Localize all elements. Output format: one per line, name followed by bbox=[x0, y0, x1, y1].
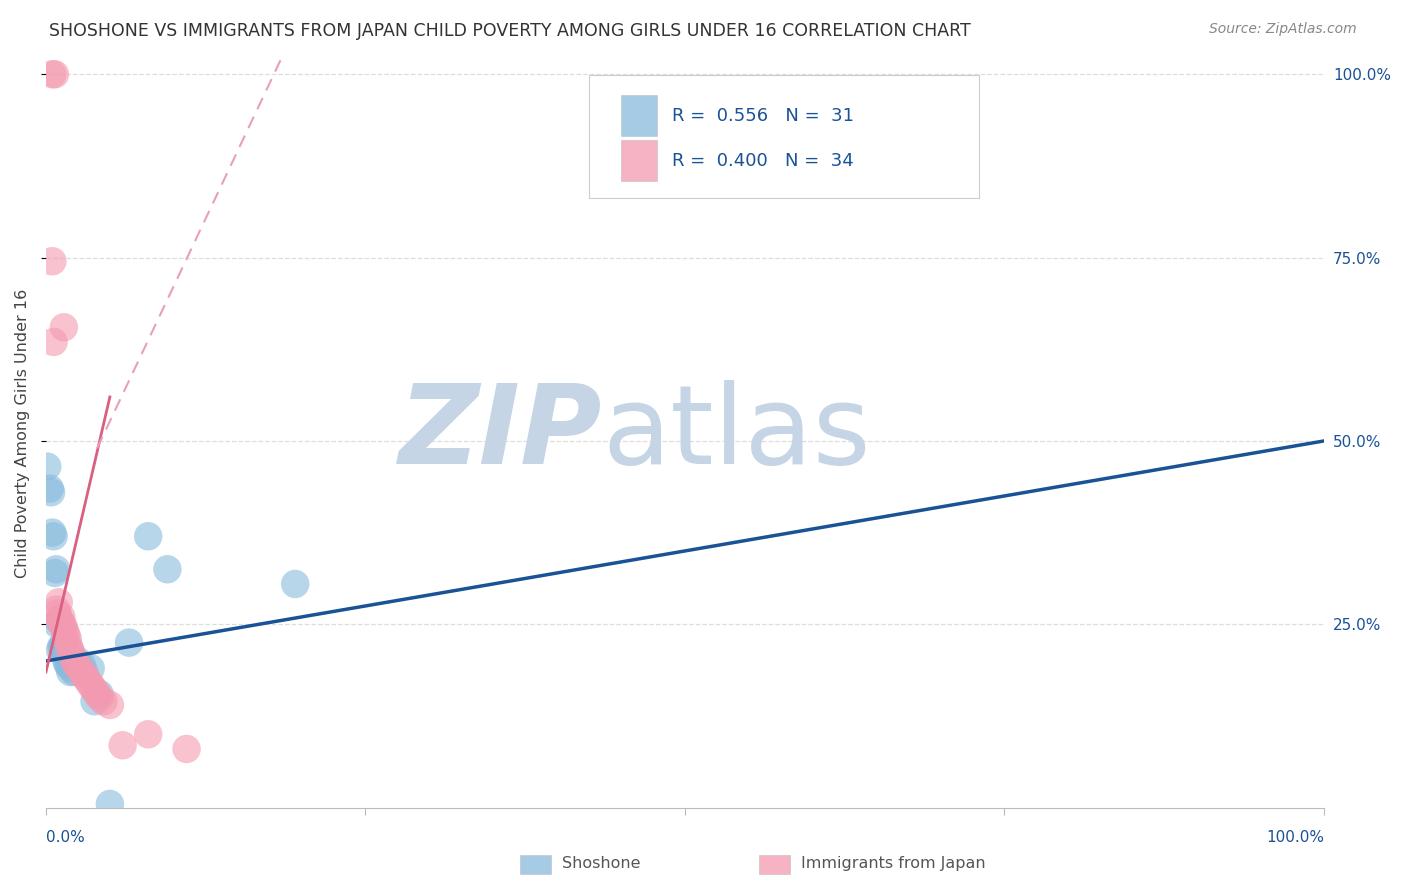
Point bbox=[42, 529, 65, 543]
Point bbox=[46, 607, 69, 621]
Point bbox=[38, 482, 60, 496]
Point bbox=[83, 683, 105, 698]
Point bbox=[53, 647, 76, 661]
Point bbox=[53, 624, 76, 639]
Text: R =  0.556   N =  31: R = 0.556 N = 31 bbox=[672, 107, 855, 125]
Point bbox=[59, 665, 82, 679]
Point bbox=[176, 742, 198, 756]
Point bbox=[52, 621, 75, 635]
Text: atlas: atlas bbox=[602, 380, 870, 487]
Point bbox=[63, 665, 86, 679]
Point bbox=[42, 334, 65, 349]
Bar bbox=[621, 95, 657, 136]
Point bbox=[98, 797, 121, 811]
Point bbox=[44, 67, 66, 81]
Point bbox=[56, 657, 79, 672]
Point bbox=[66, 657, 89, 672]
Point bbox=[136, 529, 159, 543]
Point bbox=[86, 687, 108, 701]
Point bbox=[55, 654, 77, 668]
Text: ZIP: ZIP bbox=[398, 380, 602, 487]
Point bbox=[41, 254, 63, 268]
Text: R =  0.400   N =  34: R = 0.400 N = 34 bbox=[672, 152, 853, 169]
Point bbox=[52, 617, 75, 632]
Point bbox=[73, 665, 96, 679]
Point bbox=[80, 661, 103, 675]
Point bbox=[89, 687, 111, 701]
Point bbox=[44, 566, 66, 580]
Point bbox=[46, 617, 69, 632]
Point bbox=[49, 614, 72, 628]
Point bbox=[59, 643, 82, 657]
Text: 0.0%: 0.0% bbox=[46, 830, 84, 845]
Point bbox=[58, 640, 80, 654]
Point bbox=[83, 694, 105, 708]
Point bbox=[49, 643, 72, 657]
Point bbox=[66, 654, 89, 668]
Point bbox=[284, 577, 307, 591]
Point bbox=[45, 602, 67, 616]
Point bbox=[93, 694, 115, 708]
Point bbox=[67, 661, 90, 675]
Point bbox=[60, 647, 83, 661]
Point bbox=[48, 614, 70, 628]
Point bbox=[45, 562, 67, 576]
Point bbox=[70, 665, 93, 679]
Point bbox=[98, 698, 121, 712]
Point bbox=[52, 640, 75, 654]
Point bbox=[63, 654, 86, 668]
Point bbox=[111, 739, 134, 753]
Text: Shoshone: Shoshone bbox=[562, 856, 641, 871]
Text: Source: ZipAtlas.com: Source: ZipAtlas.com bbox=[1209, 22, 1357, 37]
Point bbox=[136, 727, 159, 741]
Point bbox=[51, 640, 73, 654]
Point bbox=[118, 635, 141, 649]
Point bbox=[48, 595, 70, 609]
Point bbox=[51, 610, 73, 624]
Point bbox=[52, 643, 75, 657]
Text: SHOSHONE VS IMMIGRANTS FROM JAPAN CHILD POVERTY AMONG GIRLS UNDER 16 CORRELATION: SHOSHONE VS IMMIGRANTS FROM JAPAN CHILD … bbox=[49, 22, 972, 40]
Point bbox=[89, 690, 111, 705]
Point bbox=[73, 668, 96, 682]
Point bbox=[41, 525, 63, 540]
FancyBboxPatch shape bbox=[589, 75, 979, 198]
Point bbox=[39, 485, 62, 500]
Point bbox=[156, 562, 179, 576]
Point bbox=[80, 680, 103, 694]
Point bbox=[55, 628, 77, 642]
Y-axis label: Child Poverty Among Girls Under 16: Child Poverty Among Girls Under 16 bbox=[15, 289, 30, 578]
Point bbox=[37, 459, 59, 474]
Bar bbox=[621, 140, 657, 181]
Point bbox=[79, 676, 101, 690]
Text: 100.0%: 100.0% bbox=[1265, 830, 1324, 845]
Point bbox=[76, 673, 98, 687]
Point bbox=[58, 657, 80, 672]
Point bbox=[70, 657, 93, 672]
Text: Immigrants from Japan: Immigrants from Japan bbox=[801, 856, 986, 871]
Point bbox=[41, 67, 63, 81]
Point bbox=[52, 320, 75, 334]
Point bbox=[56, 632, 79, 646]
Point bbox=[60, 661, 83, 675]
